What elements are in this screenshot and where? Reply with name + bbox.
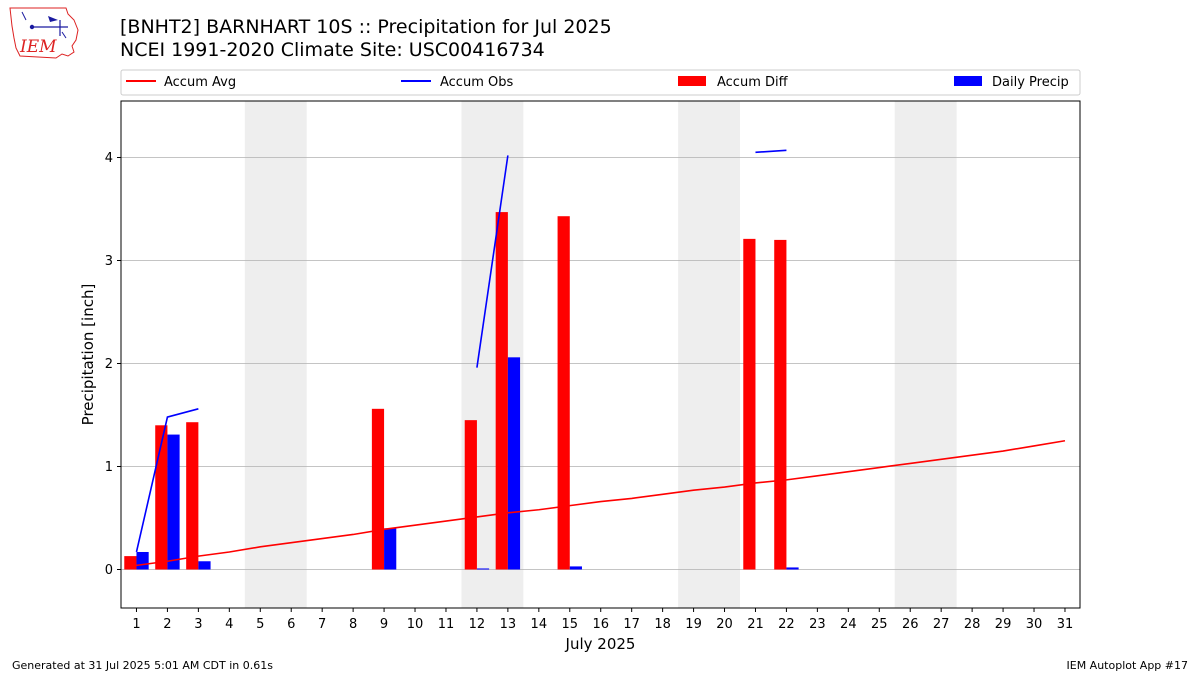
bar-accum-diff (495, 212, 508, 570)
legend-label-accum-obs: Accum Obs (440, 75, 513, 90)
logo-text: IEM (19, 37, 57, 57)
x-tick-label: 5 (256, 617, 264, 632)
bar-daily-precip (198, 561, 211, 570)
line-accum-obs (476, 155, 509, 368)
x-tick-label: 10 (407, 617, 424, 632)
bar-accum-diff (124, 556, 137, 570)
bar-daily-precip (384, 528, 397, 570)
y-tick-label: 4 (105, 151, 113, 166)
legend-label-accum-diff: Accum Diff (717, 75, 789, 90)
legend: Accum Avg Accum Obs Accum Diff Daily Pre… (120, 69, 1081, 96)
bar-accum-diff (557, 216, 570, 570)
x-tick-label: 11 (438, 617, 455, 632)
bar-accum-diff (155, 425, 168, 570)
x-tick-label: 17 (623, 617, 640, 632)
x-tick-label: 22 (778, 617, 795, 632)
generated-timestamp: Generated at 31 Jul 2025 5:01 AM CDT in … (12, 659, 273, 672)
x-tick-label: 7 (318, 617, 326, 632)
legend-label-accum-avg: Accum Avg (164, 75, 236, 90)
weekend-shade (678, 101, 740, 608)
chart-title-line2: NCEI 1991-2020 Climate Site: USC00416734 (120, 39, 545, 61)
iem-logo: IEM (9, 7, 79, 59)
chart-title-line1: [BNHT2] BARNHART 10S :: Precipitation fo… (120, 16, 612, 38)
bar-daily-precip (569, 566, 582, 570)
y-tick-label: 1 (105, 460, 113, 475)
line-accum-obs (755, 149, 787, 154)
bar-daily-precip (136, 551, 149, 570)
legend-swatch-accum-diff (678, 76, 706, 86)
x-tick-label: 2 (163, 617, 171, 632)
x-tick-label: 25 (871, 617, 888, 632)
x-tick-label: 23 (809, 617, 826, 632)
x-axis-title: July 2025 (565, 635, 636, 653)
x-tick-label: 8 (349, 617, 357, 632)
line-accum-avg (136, 439, 1066, 567)
bar-accum-diff (743, 238, 756, 570)
bar-accum-diff (186, 422, 199, 570)
x-tick-label: 6 (287, 617, 295, 632)
x-tick-label: 21 (747, 617, 764, 632)
x-tick-label: 30 (1026, 617, 1043, 632)
x-tick-label: 16 (592, 617, 609, 632)
bar-accum-diff (774, 239, 787, 570)
x-tick-label: 28 (964, 617, 981, 632)
line-accum-obs (135, 408, 199, 553)
app-id: IEM Autoplot App #17 (1066, 659, 1189, 672)
x-tick-label: 18 (654, 617, 671, 632)
x-tick-label: 12 (469, 617, 486, 632)
x-tick-label: 1 (132, 617, 140, 632)
x-tick-label: 20 (716, 617, 733, 632)
bar-daily-precip (167, 434, 180, 570)
x-tick-label: 3 (194, 617, 202, 632)
x-tick-label: 29 (995, 617, 1012, 632)
x-tick-label: 13 (500, 617, 517, 632)
x-tick-label: 26 (902, 617, 919, 632)
bar-daily-precip (507, 357, 521, 570)
y-tick-label: 0 (105, 563, 113, 578)
weekend-shade (244, 101, 307, 608)
y-axis-title: Precipitation [inch] (79, 284, 97, 426)
x-tick-label: 15 (562, 617, 579, 632)
x-tick-label: 9 (380, 617, 388, 632)
x-tick-label: 31 (1057, 617, 1074, 632)
bar-daily-precip (786, 567, 799, 570)
bar-daily-precip (476, 568, 490, 570)
x-tick-label: 14 (531, 617, 548, 632)
x-tick-label: 24 (840, 617, 857, 632)
x-tick-label: 19 (685, 617, 702, 632)
legend-label-daily-precip: Daily Precip (992, 75, 1069, 90)
x-tick-label: 27 (933, 617, 950, 632)
y-tick-label: 2 (105, 357, 113, 372)
legend-swatch-daily-precip (954, 76, 982, 86)
bar-accum-diff (371, 408, 385, 570)
bar-accum-diff (464, 420, 477, 570)
weekend-shade (894, 101, 957, 608)
x-tick-label: 4 (225, 617, 233, 632)
y-tick-label: 3 (105, 254, 113, 269)
